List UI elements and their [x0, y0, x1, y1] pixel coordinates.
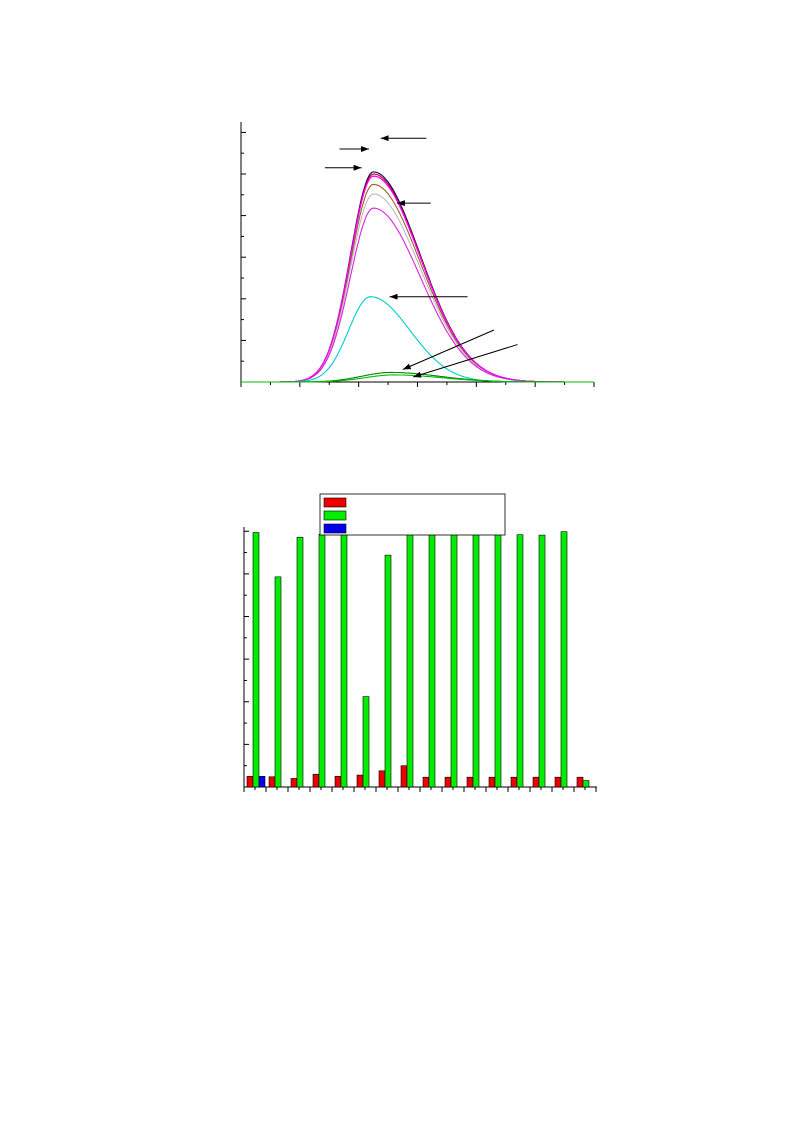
bar-green-10 — [450, 531, 458, 788]
legend — [319, 493, 506, 536]
bar-red-1 — [246, 776, 254, 788]
legend-swatch-3 — [323, 523, 347, 534]
bar-green-5 — [340, 531, 348, 788]
bar-red-3 — [290, 778, 298, 788]
bar-red-2 — [268, 776, 276, 788]
series-line-7 — [241, 207, 594, 383]
annotation-arrow-6 — [402, 329, 495, 370]
bar-red-16 — [576, 776, 584, 788]
bar-red-8 — [400, 765, 408, 788]
bar-red-5 — [334, 776, 342, 788]
series-line-8 — [241, 296, 594, 383]
series-line-4 — [241, 183, 594, 383]
bar-chart-plot — [243, 493, 597, 792]
series-line-6 — [241, 175, 594, 383]
bar-green-6 — [362, 696, 370, 788]
bar-green-1 — [252, 532, 260, 788]
series-line-3 — [241, 175, 594, 383]
bar-green-14 — [538, 534, 546, 788]
bar-green-7 — [384, 554, 392, 788]
bar-red-10 — [444, 776, 452, 788]
bar-red-9 — [422, 776, 430, 788]
bar-green-15 — [560, 531, 568, 788]
bar-green-2 — [274, 576, 282, 788]
series-line-5 — [241, 193, 594, 383]
bar-blue-1 — [258, 776, 266, 788]
bar-green-11 — [472, 532, 480, 788]
line-chart-plot — [240, 122, 595, 387]
bar-green-8 — [406, 532, 414, 788]
bar-red-15 — [554, 776, 562, 788]
bar-red-12 — [488, 776, 496, 788]
annotation-arrow-7 — [412, 344, 518, 378]
bar-red-7 — [378, 770, 386, 788]
bar-green-13 — [516, 534, 524, 788]
legend-swatch-2 — [323, 510, 347, 521]
bar-green-4 — [318, 533, 326, 788]
bar-red-4 — [312, 773, 320, 788]
bar-green-12 — [494, 532, 502, 788]
bar-green-16 — [582, 780, 590, 788]
bar-red-13 — [510, 776, 518, 788]
series-line-9 — [241, 371, 594, 383]
bar-red-11 — [466, 776, 474, 788]
bar-green-3 — [296, 536, 304, 788]
bar-red-14 — [532, 776, 540, 788]
bar-green-9 — [428, 533, 436, 788]
legend-swatch-1 — [323, 497, 347, 508]
series-line-2 — [241, 173, 594, 383]
legend-box — [319, 493, 506, 536]
bar-red-6 — [356, 774, 364, 788]
